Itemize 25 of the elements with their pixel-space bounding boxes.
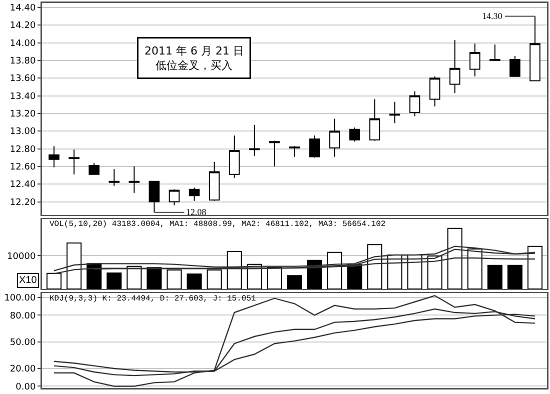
annotation: 2011 年 6 月 21 日 [144, 44, 244, 58]
y-tick-label: 100.00 [4, 294, 36, 304]
chart-title: VOL(5,10,20) 43183.0004, MA1: 48808.99, MA2: 46811.102, MA3: 56654.102 [50, 220, 386, 229]
y-tick-label: 50.00 [10, 338, 36, 348]
chart-title: KDJ(9,3,3) K: 23.4494, D: 27.603, J: 15.051 [50, 294, 256, 304]
annotation: 14.30 [482, 11, 503, 21]
y-tick-label: 13.00 [10, 127, 36, 138]
y-tick-label: 12.60 [10, 162, 36, 173]
y-tick-label: 13.40 [10, 92, 36, 102]
y-tick-label: 12.40 [10, 180, 36, 190]
y-tick-label: 20.00 [10, 364, 36, 375]
y-tick-label: 80.00 [10, 311, 36, 322]
y-tick-label: 12.20 [10, 198, 36, 208]
y-tick-label: 10000 [7, 252, 36, 262]
y-tick-label: 13.80 [10, 56, 36, 67]
y-tick-label: 14.20 [10, 21, 36, 32]
annotation: 12.08 [186, 207, 207, 217]
y-tick-label: 14.00 [10, 38, 36, 49]
y-tick-label: 12.80 [10, 144, 36, 155]
y-tick-label: 13.20 [10, 110, 36, 120]
y-tick-label: 14.40 [10, 4, 36, 14]
y-tick-label: 13.60 [10, 74, 36, 84]
text: X10 [19, 275, 38, 286]
y-tick-label: 0.00 [16, 382, 36, 392]
annotation: 低位金叉，买入 [156, 58, 233, 72]
